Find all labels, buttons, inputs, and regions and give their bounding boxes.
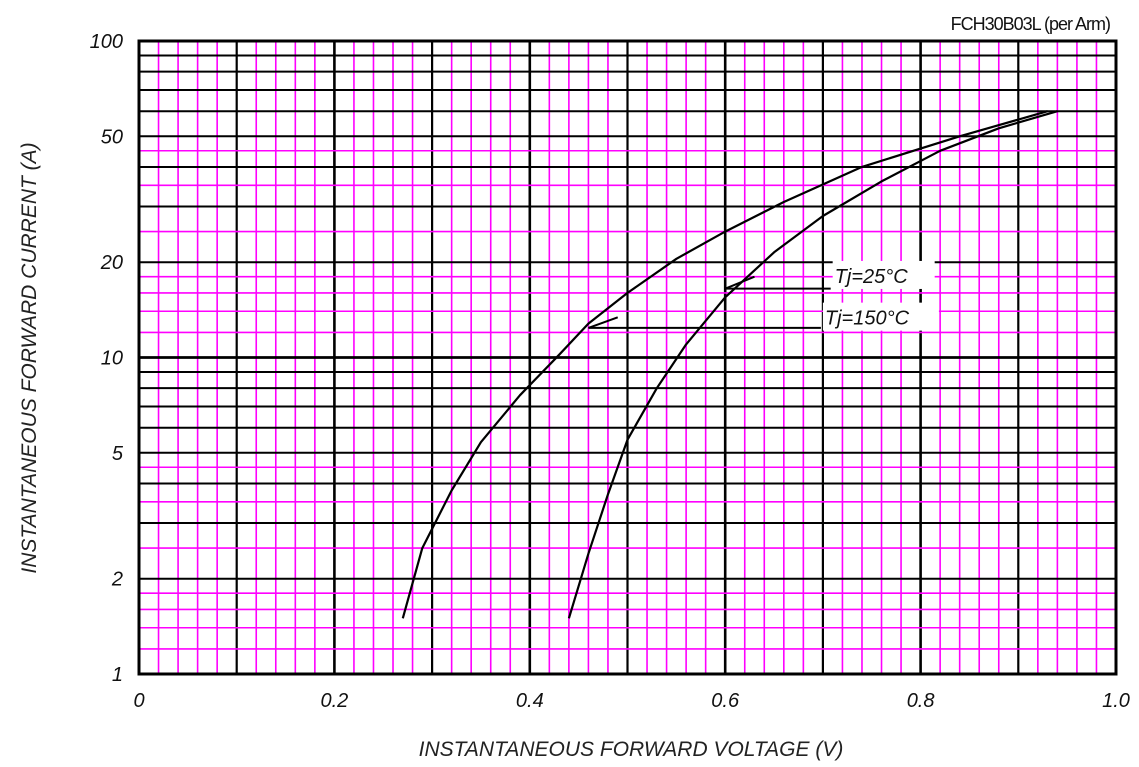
y-tick-label: 5 <box>112 443 124 465</box>
chart-title: FCH30B03L (per Arm) <box>951 14 1110 34</box>
annotation-bg <box>822 302 939 331</box>
tick-labels: 0 0.2 0.4 0.6 0.8 1.0 1 2 5 10 20 50 100 <box>90 31 1130 712</box>
annotation-pointer <box>588 316 619 329</box>
grid-layer <box>139 41 1116 674</box>
annotations: Tj=25°C Tj=150°C <box>588 260 939 331</box>
x-tick-label: 0.6 <box>711 690 740 712</box>
y-tick-label: 10 <box>101 348 123 370</box>
y-tick-label: 20 <box>100 252 123 274</box>
x-tick-label: 0.4 <box>516 690 544 712</box>
series-layer <box>401 110 1058 619</box>
series-curve-tj150 <box>401 110 1048 619</box>
annotation-bg <box>832 260 935 289</box>
x-tick-label: 0 <box>133 690 144 712</box>
plot-frame <box>137 39 1118 676</box>
y-tick-label: 2 <box>111 569 123 591</box>
x-axis-title: INSTANTANEOUS FORWARD VOLTAGE (V) <box>419 738 844 761</box>
y-tick-label: 100 <box>90 31 123 53</box>
series-curve-tj25 <box>567 110 1058 619</box>
x-tick-label: 1.0 <box>1102 690 1130 712</box>
y-tick-label: 50 <box>101 126 123 148</box>
y-axis-title: INSTANTANEOUS FORWARD CURRENT (A) <box>18 142 41 573</box>
annotation-pointer <box>724 275 755 290</box>
y-tick-label: 1 <box>112 664 123 686</box>
annotation-label: Tj=150°C <box>825 308 910 330</box>
x-tick-label: 0.2 <box>320 690 348 712</box>
plot-border <box>137 39 1118 676</box>
x-tick-label: 0.8 <box>907 690 935 712</box>
annotation-label: Tj=25°C <box>835 266 909 288</box>
